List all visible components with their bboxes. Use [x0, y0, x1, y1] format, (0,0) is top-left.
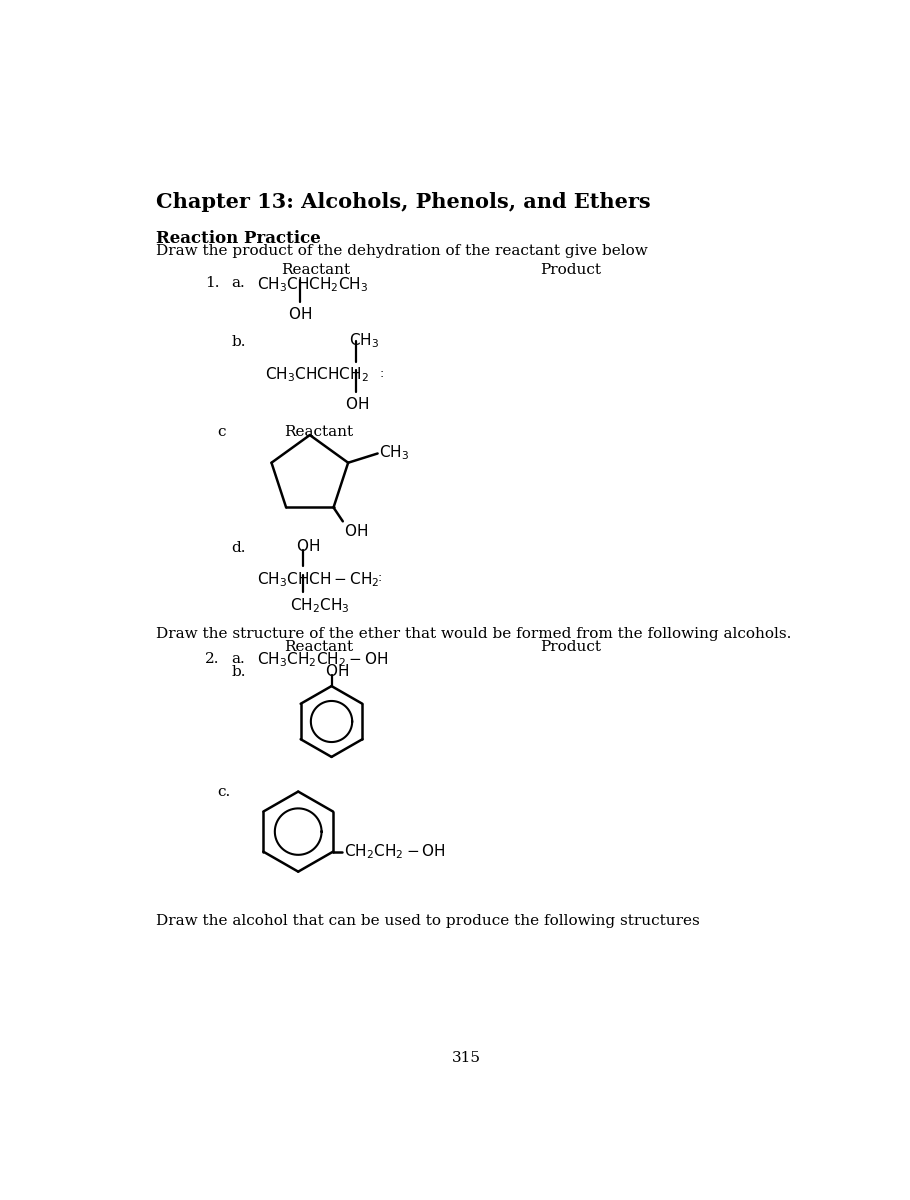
Text: c.: c.	[217, 785, 230, 799]
Text: Reactant: Reactant	[285, 640, 354, 654]
Text: Reactant: Reactant	[280, 263, 349, 277]
Text: Draw the alcohol that can be used to produce the following structures: Draw the alcohol that can be used to pro…	[157, 914, 700, 928]
Text: $\mathsf{:}$: $\mathsf{:}$	[378, 366, 384, 379]
Text: $\mathsf{CH_3CHCHCH_2}$: $\mathsf{CH_3CHCHCH_2}$	[265, 366, 369, 384]
Text: $\mathsf{OH}$: $\mathsf{OH}$	[344, 523, 368, 539]
Text: $\mathsf{CH_3CHCH-CH_2}$: $\mathsf{CH_3CHCH-CH_2}$	[258, 570, 379, 588]
Text: 2.: 2.	[205, 653, 219, 666]
Text: 1.: 1.	[205, 276, 219, 290]
Text: Reactant: Reactant	[285, 425, 354, 439]
Text: a.: a.	[231, 276, 246, 290]
Text: $\mathsf{CH_3}$: $\mathsf{CH_3}$	[379, 443, 410, 462]
Text: Reaction Practice: Reaction Practice	[157, 230, 321, 247]
Text: $\mathsf{OH}$: $\mathsf{OH}$	[345, 396, 369, 412]
Text: $\mathsf{OH}$: $\mathsf{OH}$	[288, 306, 312, 322]
Text: $\mathsf{CH_2CH_2-OH}$: $\mathsf{CH_2CH_2-OH}$	[344, 842, 446, 860]
Text: b.: b.	[231, 335, 246, 349]
Text: d.: d.	[231, 540, 246, 554]
Text: Draw the structure of the ether that would be formed from the following alcohols: Draw the structure of the ether that wou…	[157, 626, 792, 641]
Text: Draw the product of the dehydration of the reactant give below: Draw the product of the dehydration of t…	[157, 244, 648, 258]
Text: $\mathsf{CH_2CH_3}$: $\mathsf{CH_2CH_3}$	[290, 596, 350, 614]
Text: $\mathsf{OH}$: $\mathsf{OH}$	[325, 662, 349, 679]
Text: a.: a.	[231, 653, 246, 666]
Text: c: c	[217, 425, 226, 439]
Text: Product: Product	[541, 263, 602, 277]
Text: 315: 315	[452, 1051, 480, 1066]
Text: Chapter 13: Alcohols, Phenols, and Ethers: Chapter 13: Alcohols, Phenols, and Ether…	[157, 192, 651, 211]
Text: $\mathsf{CH_3CH_2CH_2-OH}$: $\mathsf{CH_3CH_2CH_2-OH}$	[258, 650, 389, 670]
Text: $\mathsf{CH_3}$: $\mathsf{CH_3}$	[349, 331, 379, 350]
Text: b.: b.	[231, 665, 246, 679]
Text: Product: Product	[541, 640, 602, 654]
Text: $\mathsf{CH_3CHCH_2CH_3}$: $\mathsf{CH_3CHCH_2CH_3}$	[258, 275, 369, 294]
Text: $\mathsf{:}$: $\mathsf{:}$	[375, 570, 382, 583]
Text: $\mathsf{OH}$: $\mathsf{OH}$	[296, 539, 319, 554]
